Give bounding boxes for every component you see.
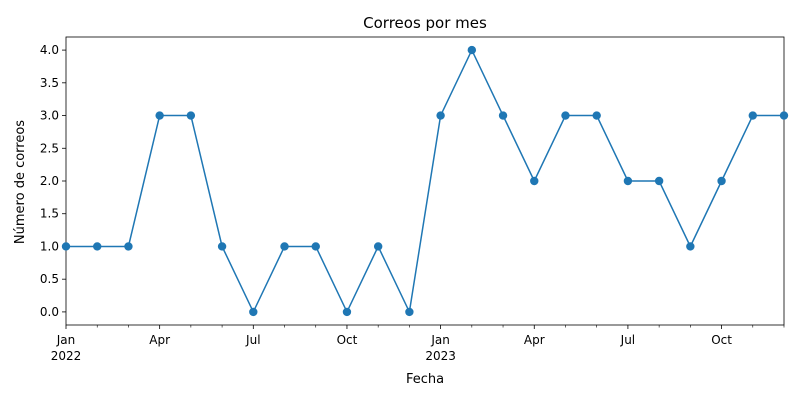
chart-title: Correos por mes [363,14,487,32]
data-point [249,307,258,317]
x-tick-label: Jul [245,333,260,347]
data-point [686,242,695,251]
x-axis-label: Fecha [406,372,444,387]
data-point [342,307,352,317]
data-point [186,111,196,120]
data-point [217,242,227,251]
y-tick-label: 0.5 [40,272,59,286]
data-point [779,111,789,120]
data-point [373,242,383,251]
x-tick-label: Apr [149,333,170,347]
x-tick-label: Oct [711,333,732,347]
series-points [61,45,789,317]
data-point [124,242,133,251]
x-tick-label: Jan [430,333,450,347]
data-point [748,111,757,120]
data-point [498,111,508,120]
x-tick-label: Apr [524,333,545,347]
data-point [530,176,539,186]
plot-frame [65,36,785,326]
series-line [66,48,784,315]
y-tick-label: 3.0 [40,109,59,123]
data-point [717,176,726,186]
data-point [311,242,320,251]
x-tick-year-label: 2023 [425,349,456,363]
data-point [61,242,71,251]
data-point [623,176,633,186]
data-point [592,111,601,120]
data-point [93,242,102,251]
y-tick-label: 2.5 [40,141,59,155]
data-point [405,307,414,317]
x-tick-label: Oct [337,333,358,347]
data-point [561,111,570,120]
y-tick-label: 1.5 [40,207,59,221]
y-tick-label: 0.0 [40,305,59,319]
x-tick-year-label: 2022 [51,349,82,363]
y-tick-label: 3.5 [40,76,59,90]
data-point [280,242,289,251]
data-point [654,176,664,186]
data-point [155,111,164,120]
y-tick-label: 2.0 [40,174,59,188]
y-tick-label: 4.0 [40,43,59,57]
y-axis: 0.0 0.5 1.0 1.5 2.0 2.5 3.0 3.5 4.0 [40,43,66,319]
plot-area: Jan 2022 Apr Jul Oct Jan 2023 Apr Jul Oct 0.0 0.5 1… [40,36,789,363]
y-axis-label: Número de correos [13,120,28,244]
data-point [436,111,445,120]
x-tick-label: Jan [56,333,76,347]
data-point [467,45,477,55]
x-tick-label: Jul [620,333,635,347]
x-axis: Jan 2022 Apr Jul Oct Jan 2023 Apr Jul Oct [51,325,785,363]
y-tick-label: 1.0 [40,239,59,253]
